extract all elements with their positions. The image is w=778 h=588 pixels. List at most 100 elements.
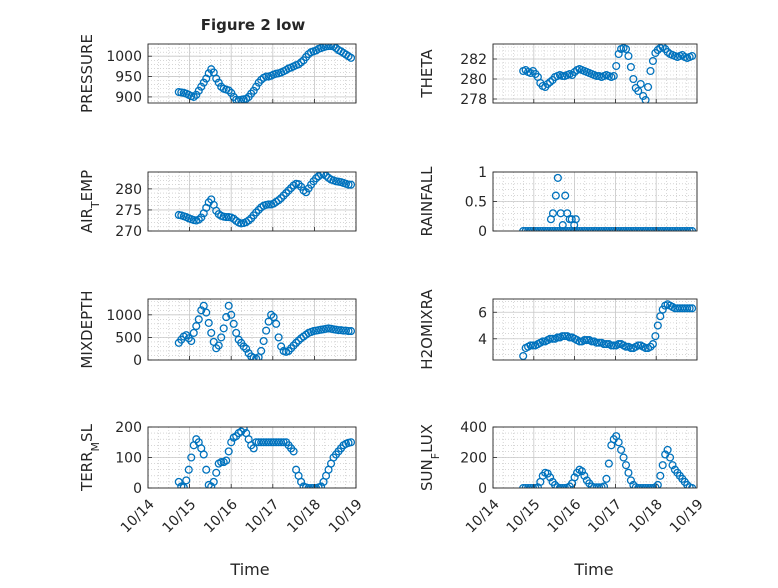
data-marker bbox=[670, 226, 680, 231]
data-marker bbox=[571, 215, 580, 224]
data-marker bbox=[563, 226, 572, 231]
data-marker bbox=[646, 483, 655, 488]
data-marker bbox=[658, 44, 667, 52]
data-marker bbox=[546, 334, 555, 343]
data-marker bbox=[673, 226, 682, 231]
data-marker bbox=[634, 341, 643, 350]
data-marker bbox=[207, 482, 216, 488]
data-marker bbox=[294, 180, 303, 189]
data-marker bbox=[189, 328, 198, 337]
data-marker bbox=[648, 340, 657, 349]
data-marker bbox=[561, 191, 570, 200]
data-marker bbox=[688, 483, 697, 488]
data-marker bbox=[592, 226, 601, 231]
data-marker bbox=[602, 474, 611, 483]
y-axis-label-rest: EMP bbox=[78, 170, 96, 201]
data-marker bbox=[685, 226, 694, 231]
data-marker bbox=[683, 226, 692, 231]
data-marker bbox=[582, 336, 591, 345]
data-marker bbox=[541, 226, 550, 231]
data-marker bbox=[304, 483, 313, 488]
data-marker bbox=[277, 342, 286, 351]
y-axis-label: RAINFALL bbox=[418, 166, 436, 237]
data-marker bbox=[592, 338, 601, 347]
data-marker bbox=[609, 71, 618, 81]
data-marker bbox=[521, 226, 530, 231]
data-marker bbox=[321, 44, 331, 51]
data-marker bbox=[224, 447, 233, 456]
data-marker bbox=[580, 226, 589, 231]
axes-box bbox=[147, 43, 357, 104]
data-marker bbox=[626, 226, 635, 231]
data-marker bbox=[551, 191, 560, 200]
data-marker bbox=[219, 324, 228, 333]
data-marker bbox=[546, 473, 555, 482]
data-marker bbox=[602, 340, 611, 349]
y-axis-label: PRESSURE bbox=[78, 34, 96, 113]
data-marker bbox=[668, 461, 677, 470]
data-marker bbox=[242, 94, 251, 103]
y-tick-label: 100 bbox=[115, 451, 142, 467]
x-tick-label: 10/16 bbox=[545, 496, 585, 536]
data-marker bbox=[577, 226, 586, 231]
data-marker bbox=[609, 226, 618, 231]
y-tick-label: 0 bbox=[478, 224, 487, 240]
data-marker bbox=[277, 194, 286, 203]
y-axis-label-main: AIR bbox=[78, 208, 96, 233]
y-axis-label: TERRMSL bbox=[78, 423, 102, 492]
y-axis-label: MIXDEPTH bbox=[78, 290, 96, 368]
x-tick-label: 10/18 bbox=[626, 496, 666, 536]
data-marker bbox=[607, 226, 616, 231]
marker-series bbox=[519, 173, 697, 231]
data-marker bbox=[626, 62, 635, 72]
data-marker bbox=[565, 333, 574, 342]
x-axis-label-left: Time bbox=[229, 560, 269, 579]
data-marker bbox=[294, 60, 303, 69]
subplot-2: 278 280 282 THETA bbox=[418, 43, 698, 108]
marker-series bbox=[174, 44, 356, 103]
data-marker bbox=[269, 313, 278, 322]
data-marker bbox=[648, 226, 657, 231]
data-marker bbox=[641, 226, 650, 231]
data-marker bbox=[666, 226, 675, 231]
data-marker bbox=[212, 468, 221, 477]
data-marker bbox=[279, 191, 288, 200]
data-marker bbox=[658, 226, 667, 231]
y-axis-label-subscript: M bbox=[89, 442, 102, 452]
data-marker bbox=[595, 483, 604, 488]
subplot-6: 4 6 H2OMIXRA bbox=[418, 289, 698, 370]
y-tick-label: 1000 bbox=[106, 49, 142, 65]
data-marker bbox=[629, 226, 638, 231]
data-marker bbox=[187, 453, 196, 462]
data-marker bbox=[614, 340, 623, 349]
data-marker bbox=[617, 445, 626, 454]
data-marker bbox=[224, 86, 233, 95]
data-marker bbox=[575, 337, 584, 346]
data-marker bbox=[614, 226, 623, 231]
data-marker bbox=[227, 438, 236, 447]
y-axis-label-rest: SL bbox=[78, 423, 96, 442]
axes-box bbox=[492, 43, 698, 104]
data-marker bbox=[222, 456, 231, 465]
data-marker bbox=[262, 72, 271, 81]
data-marker bbox=[558, 332, 567, 341]
data-marker bbox=[528, 226, 538, 231]
data-marker bbox=[252, 82, 261, 91]
data-marker bbox=[546, 226, 555, 231]
data-marker bbox=[648, 56, 657, 66]
data-marker bbox=[626, 344, 635, 353]
data-marker bbox=[663, 226, 672, 231]
data-marker bbox=[521, 483, 530, 488]
data-marker bbox=[656, 471, 665, 480]
data-marker bbox=[346, 180, 356, 189]
marker-series bbox=[174, 427, 356, 488]
data-marker bbox=[668, 226, 677, 231]
data-marker bbox=[639, 483, 648, 488]
y-tick-label: 900 bbox=[115, 90, 142, 106]
data-marker bbox=[533, 226, 542, 231]
data-marker bbox=[346, 327, 356, 336]
data-marker bbox=[239, 427, 248, 433]
data-marker bbox=[282, 189, 291, 198]
y-tick-label: 4 bbox=[478, 332, 487, 348]
data-marker bbox=[274, 196, 283, 205]
